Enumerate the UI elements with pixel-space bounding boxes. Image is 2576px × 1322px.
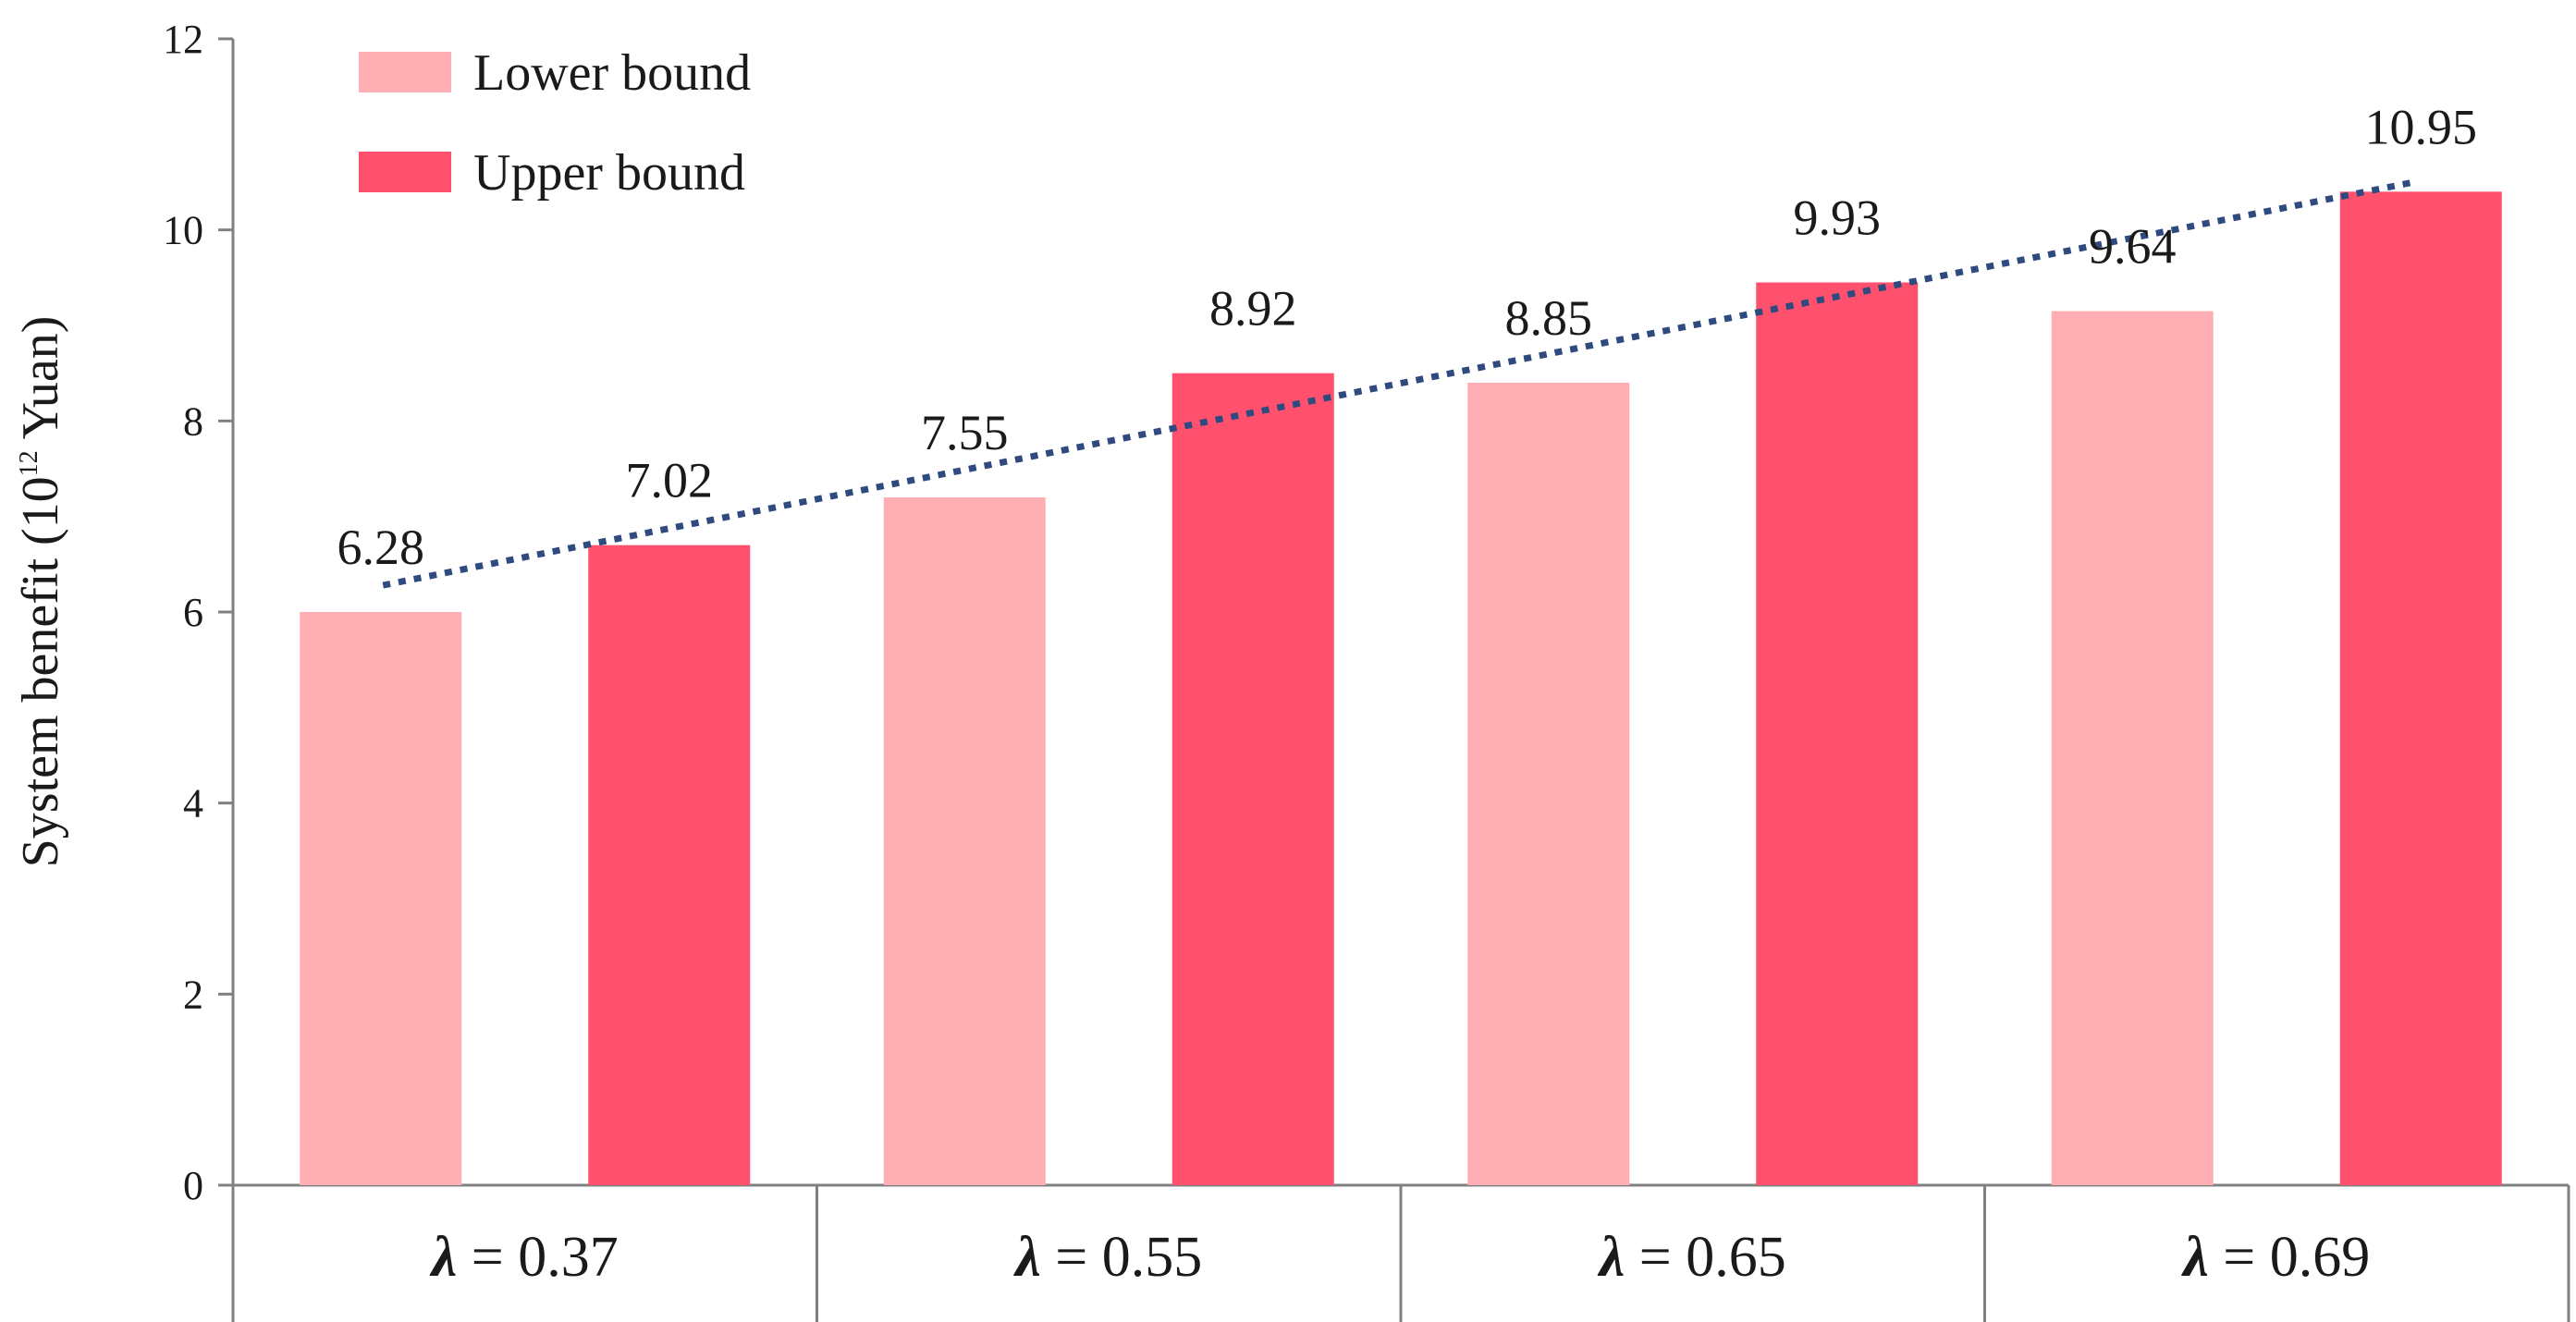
lower-bound-value-label: 7.55: [921, 405, 1009, 460]
lower-bound-value-label: 9.64: [2089, 219, 2177, 275]
legend-label-upper-bound: Upper bound: [473, 144, 745, 202]
x-category-label: λ = 0.37: [429, 1226, 619, 1289]
x-category-label: λ = 0.65: [1597, 1226, 1786, 1289]
lower-bound-bar: [883, 497, 1046, 1185]
upper-bound-value-label: 9.93: [1794, 190, 1882, 246]
y-tick-label: 12: [163, 17, 203, 62]
y-tick-label: 4: [183, 781, 203, 826]
upper-bound-bar: [588, 545, 751, 1185]
y-axis-title-exponent: 12: [15, 450, 43, 476]
legend: Lower bound Upper bound: [359, 44, 751, 202]
axes: 0 2 4 6 8 10 12 λ = 0.37 λ = 0.55 λ = 0.65 λ = 0.6…: [163, 17, 2570, 1322]
upper-bound-value-label: 7.02: [626, 453, 714, 508]
data-labels: 6.28 7.55 8.85 9.64 7.02 8.92 9.93 10.95: [337, 99, 2478, 575]
x-category-label: λ = 0.69: [2180, 1226, 2370, 1289]
bars: [300, 191, 2502, 1186]
lower-bound-value-label: 6.28: [337, 520, 425, 575]
legend-swatch-upper-bound: [359, 152, 451, 192]
y-tick-label: 2: [183, 972, 203, 1017]
y-tick-label: 10: [163, 208, 203, 253]
legend-swatch-lower-bound: [359, 52, 451, 92]
upper-bound-value-label: 8.92: [1209, 281, 1297, 337]
lower-bound-bar: [2051, 311, 2214, 1185]
y-tick-label: 8: [183, 398, 203, 444]
upper-bound-bar: [1756, 282, 1919, 1185]
upper-bound-value-label: 10.95: [2365, 99, 2478, 154]
upper-bound-bar: [2339, 191, 2502, 1185]
lower-bound-bar: [1467, 383, 1630, 1185]
y-axis-title: System benefit (1012 Yuan): [12, 316, 69, 868]
legend-label-lower-bound: Lower bound: [473, 44, 751, 102]
y-axis-title-prefix: System benefit (10: [12, 476, 69, 867]
y-tick-label: 0: [183, 1163, 203, 1208]
y-axis-title-suffix: Yuan): [12, 316, 69, 451]
lower-bound-value-label: 8.85: [1505, 290, 1593, 346]
upper-bound-bar: [1171, 373, 1334, 1186]
y-tick-label: 6: [183, 590, 203, 635]
lower-bound-bar: [300, 612, 462, 1185]
x-category-label: λ = 0.55: [1012, 1226, 1202, 1289]
